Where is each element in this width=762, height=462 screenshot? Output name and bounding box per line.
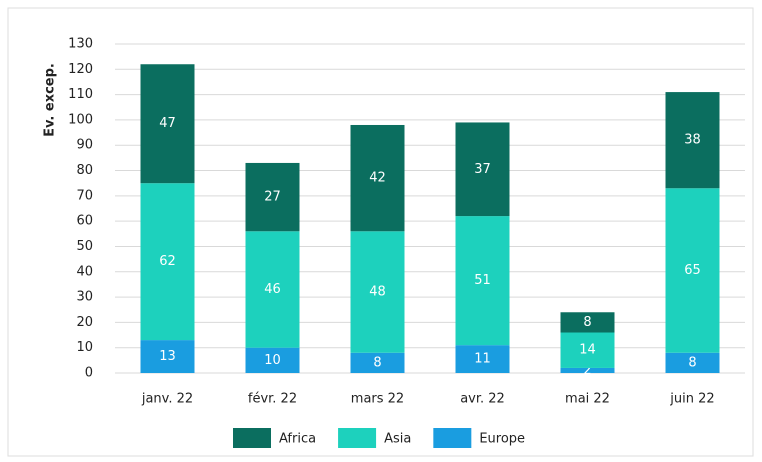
x-tick-label: avr. 22 (460, 392, 505, 407)
bar-segment (665, 92, 720, 189)
bar-segment (245, 162, 300, 232)
data-label: 37 (474, 162, 491, 177)
bar-segment (140, 340, 195, 373)
y-tick-label: 0 (85, 366, 93, 381)
data-label: 2 (583, 363, 591, 378)
x-tick-label: janv. 22 (141, 392, 193, 407)
data-label: 62 (159, 254, 176, 269)
legend-label: Africa (279, 432, 316, 447)
bar-segment (665, 352, 720, 373)
data-label: 11 (474, 352, 491, 367)
data-label: 46 (264, 282, 281, 297)
bar-segment (665, 188, 720, 353)
data-label: 27 (264, 190, 281, 205)
bar-segment (455, 122, 510, 217)
data-label: 8 (583, 315, 591, 330)
bar-segment (140, 183, 195, 341)
y-tick-label: 100 (68, 112, 93, 127)
chart-frame (7, 7, 754, 457)
legend-swatch (433, 428, 472, 448)
data-label: 51 (474, 273, 491, 288)
y-tick-label: 80 (76, 163, 93, 178)
y-tick-label: 110 (68, 87, 93, 102)
legend-swatch (233, 428, 271, 448)
data-label: 10 (264, 353, 281, 368)
data-label: 14 (579, 343, 596, 358)
x-tick-label: mars 22 (351, 392, 404, 407)
y-tick-label: 60 (76, 214, 93, 229)
y-tick-label: 30 (76, 290, 93, 305)
x-tick-label: juin 22 (669, 392, 714, 407)
data-label: 65 (684, 263, 701, 278)
x-tick-label: févr. 22 (248, 392, 297, 407)
y-axis-label: Ev. excep. (43, 63, 58, 137)
bar-segment (455, 345, 510, 373)
legend-label: Asia (384, 432, 411, 447)
y-tick-label: 70 (76, 188, 93, 203)
bar-segment (455, 216, 510, 346)
y-tick-label: 120 (68, 62, 93, 77)
data-label: 42 (369, 171, 386, 186)
y-tick-label: 40 (76, 264, 93, 279)
bar-segment (350, 124, 405, 232)
y-tick-label: 50 (76, 239, 93, 254)
data-label: 47 (159, 116, 176, 131)
x-tick-label: mai 22 (565, 392, 610, 407)
data-label: 48 (369, 285, 386, 300)
bar-segment (350, 231, 405, 353)
bar-segment (245, 231, 300, 348)
data-label: 38 (684, 133, 701, 148)
legend-label: Europe (479, 432, 525, 447)
data-label: 13 (159, 349, 176, 364)
bar-segment (245, 347, 300, 373)
y-tick-label: 20 (76, 315, 93, 330)
data-label: 8 (373, 355, 381, 370)
bar-segment (140, 64, 195, 184)
legend-swatch (338, 428, 377, 448)
y-tick-label: 10 (76, 340, 93, 355)
bar-segment (560, 332, 615, 368)
y-tick-label: 130 (68, 37, 93, 52)
bar-segment (560, 367, 615, 373)
y-tick-label: 90 (76, 138, 93, 153)
data-label: 8 (688, 355, 696, 370)
bar-segment (560, 312, 615, 333)
bar-segment (350, 352, 405, 373)
